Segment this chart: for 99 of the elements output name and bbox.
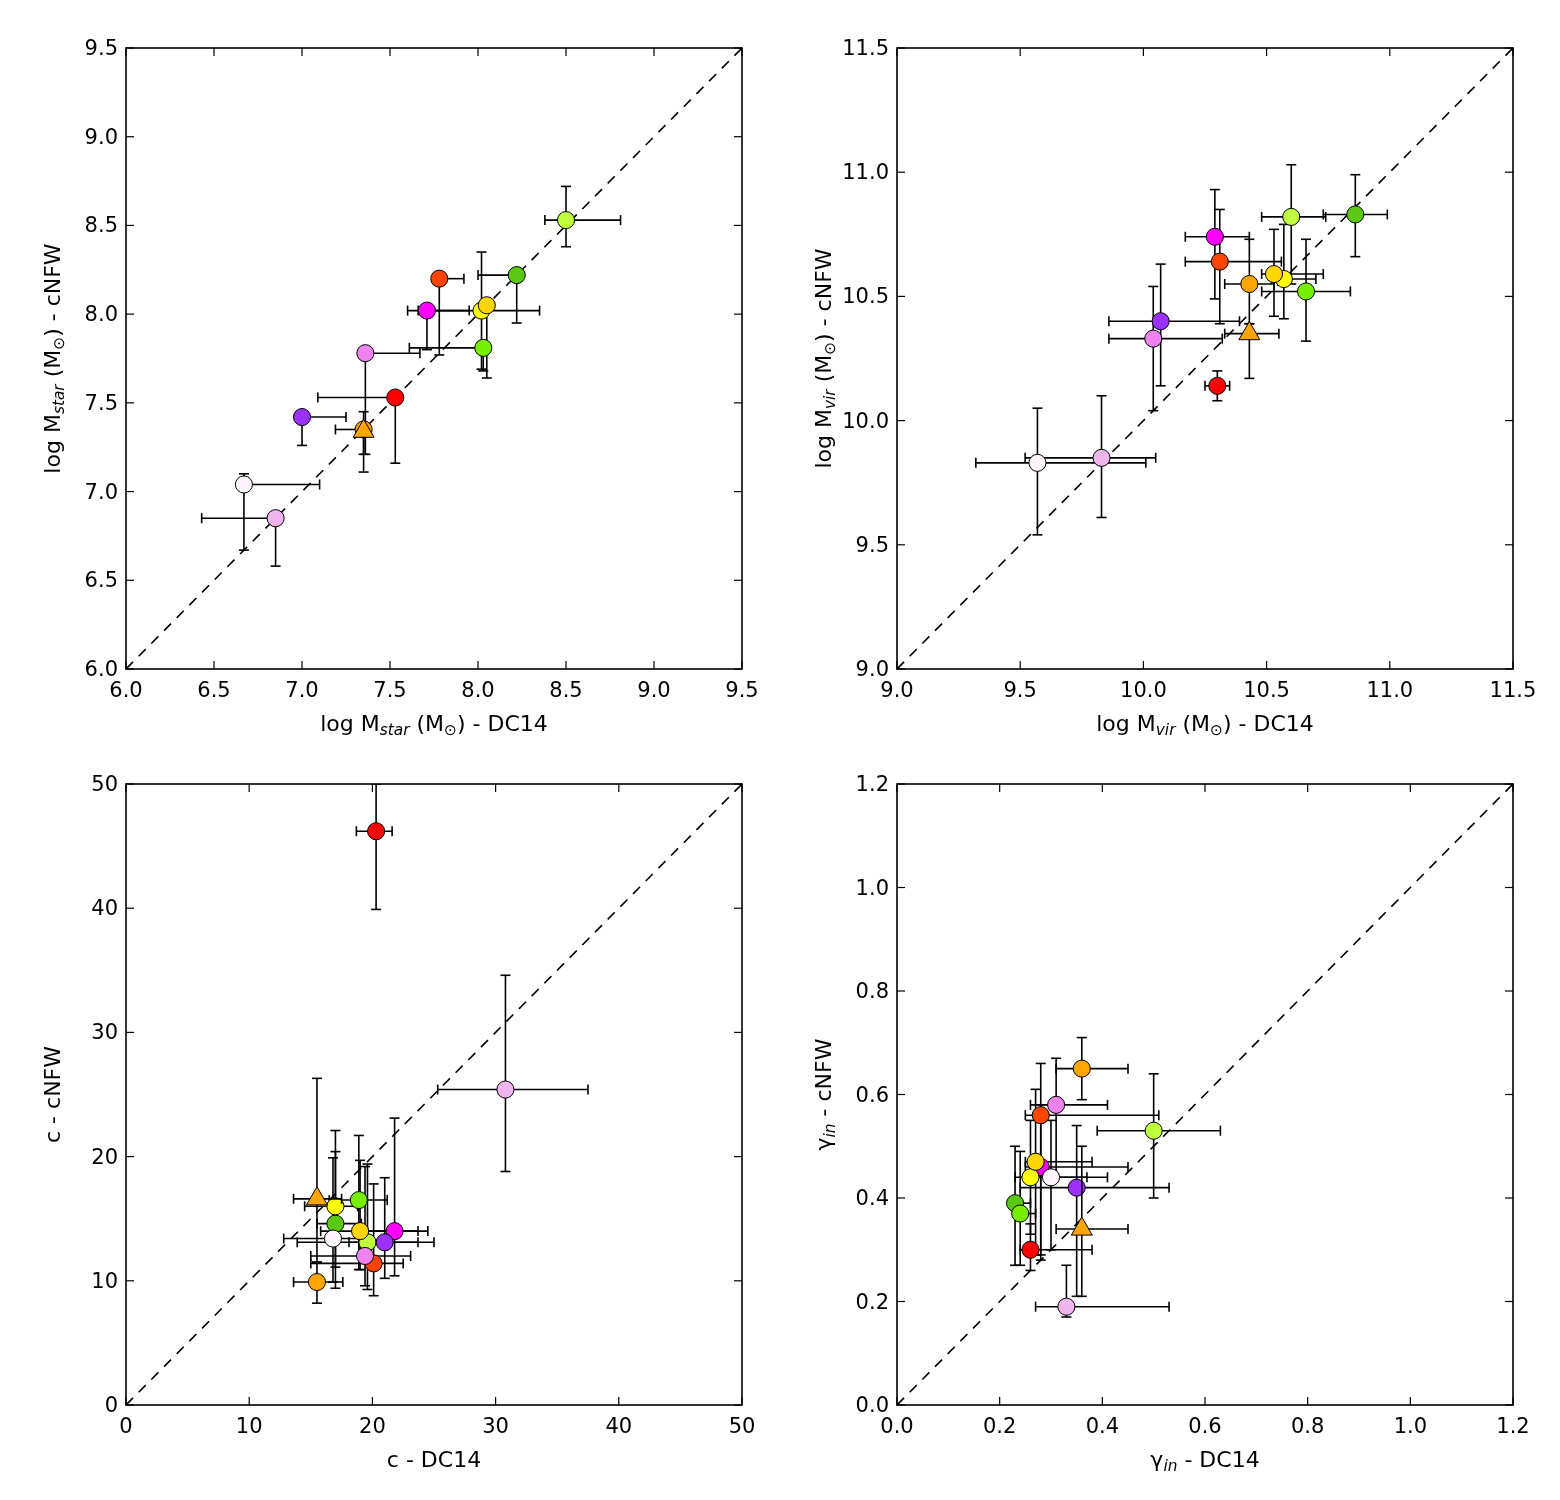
y-tick-label: 6.5 <box>84 568 118 593</box>
point <box>349 1191 368 1210</box>
y-tick-label: 6.0 <box>84 657 118 681</box>
x-tick-label: 7.0 <box>285 678 319 702</box>
point <box>375 1233 394 1252</box>
x-tick-label: 6.5 <box>197 678 231 702</box>
point <box>326 1214 345 1233</box>
point <box>1144 1121 1163 1140</box>
x-tick-label: 11.0 <box>1366 678 1414 702</box>
point <box>496 1080 515 1099</box>
x-tick-label: 9.0 <box>880 678 914 702</box>
x-tick-label: 8.5 <box>549 678 583 702</box>
x-tick-label: 1.2 <box>1496 1414 1530 1438</box>
y-tick-label: 9.5 <box>84 36 118 60</box>
y-tick-label: 9.0 <box>855 657 889 681</box>
point <box>386 388 405 407</box>
x-tick-label: 0.4 <box>1085 1414 1120 1438</box>
y-tick-label: 0.6 <box>855 1082 889 1107</box>
x-tick-label: 9.5 <box>725 678 759 702</box>
y-tick-label: 50 <box>91 772 118 796</box>
y-tick-label: 7.5 <box>84 390 118 415</box>
point <box>351 1222 370 1241</box>
x-tick-label: 9.0 <box>637 678 671 702</box>
y-tick-label: 9.0 <box>84 124 118 149</box>
point <box>355 1246 375 1265</box>
x-tick-label: 40 <box>605 1414 633 1438</box>
x-axis-title: γ$_{in}$ - DC14 <box>1150 1447 1260 1475</box>
point <box>1210 252 1229 271</box>
x-tick-label: 7.5 <box>373 678 407 702</box>
y-tick-label: 40 <box>91 896 118 921</box>
y-tick-label: 10.0 <box>842 408 889 433</box>
y-tick-label: 11.0 <box>842 160 889 185</box>
point <box>556 211 576 230</box>
point <box>1028 453 1047 472</box>
point <box>1047 1095 1066 1114</box>
point <box>323 1229 343 1248</box>
point <box>1282 207 1301 226</box>
point <box>477 296 496 315</box>
point <box>385 1222 404 1241</box>
x-tick-label: 20 <box>359 1414 386 1438</box>
point <box>367 822 386 841</box>
point <box>417 301 437 320</box>
y-tick-label: 0 <box>104 1393 118 1417</box>
x-tick-label: 10.0 <box>1120 678 1167 702</box>
x-tick-label: 8.0 <box>461 678 495 702</box>
x-tick-label: 9.5 <box>1003 678 1037 702</box>
x-tick-label: 1.0 <box>1393 1414 1428 1438</box>
y-tick-label: 11.5 <box>842 36 889 60</box>
point <box>1296 282 1316 301</box>
x-axis-title: log M$_{star}$ (M$_{⊙}$) - DC14 <box>320 711 548 739</box>
point <box>307 1273 327 1292</box>
point <box>507 266 526 285</box>
x-tick-label: 0.8 <box>1290 1414 1325 1438</box>
x-axis-title: log M$_{vir}$ (M$_{⊙}$) - DC14 <box>1096 711 1314 739</box>
x-tick-label: 0.2 <box>982 1414 1017 1438</box>
point <box>1205 227 1224 246</box>
y-tick-label: 8.5 <box>84 213 118 238</box>
point <box>430 269 449 288</box>
point <box>356 344 375 363</box>
point <box>1144 329 1163 348</box>
y-tick-label: 8.0 <box>84 302 118 327</box>
y-tick-label: 1.2 <box>855 772 889 796</box>
point <box>1072 1059 1091 1078</box>
x-tick-label: 10 <box>235 1414 263 1438</box>
x-tick-label: 0.0 <box>880 1414 914 1438</box>
y-tick-label: 0.4 <box>855 1186 889 1210</box>
y-tick-label: 9.5 <box>855 532 889 557</box>
point <box>1208 376 1227 395</box>
x-axis-title: c - DC14 <box>386 1447 482 1472</box>
point <box>1021 1168 1040 1187</box>
point <box>1041 1168 1061 1187</box>
x-tick-label: 50 <box>728 1414 756 1438</box>
x-tick-label: 0 <box>119 1414 133 1438</box>
x-tick-label: 10.5 <box>1243 678 1290 702</box>
y-tick-label: 30 <box>91 1020 118 1045</box>
x-tick-label: 30 <box>482 1414 509 1438</box>
y-tick-label: 1.0 <box>855 875 889 900</box>
x-tick-label: 11.5 <box>1489 678 1537 702</box>
y-axis-title: c - cNFW <box>40 1045 65 1143</box>
point <box>234 475 253 494</box>
point <box>266 509 285 528</box>
x-tick-label: 0.6 <box>1188 1414 1222 1438</box>
y-tick-label: 0.2 <box>855 1289 889 1314</box>
x-tick-label: 6.0 <box>109 678 143 702</box>
point <box>474 338 493 357</box>
point <box>292 408 312 427</box>
y-tick-label: 0.0 <box>855 1393 889 1417</box>
y-tick-label: 10.5 <box>842 284 889 309</box>
point <box>1057 1297 1076 1316</box>
point <box>1011 1204 1030 1223</box>
point <box>1092 448 1111 467</box>
point <box>1240 274 1259 294</box>
y-tick-label: 0.8 <box>855 979 889 1003</box>
point <box>1031 1106 1050 1125</box>
y-tick-label: 10 <box>91 1268 118 1293</box>
y-tick-label: 7.0 <box>84 479 118 504</box>
point <box>1346 205 1365 224</box>
point <box>1151 312 1170 331</box>
y-tick-label: 20 <box>91 1144 118 1169</box>
